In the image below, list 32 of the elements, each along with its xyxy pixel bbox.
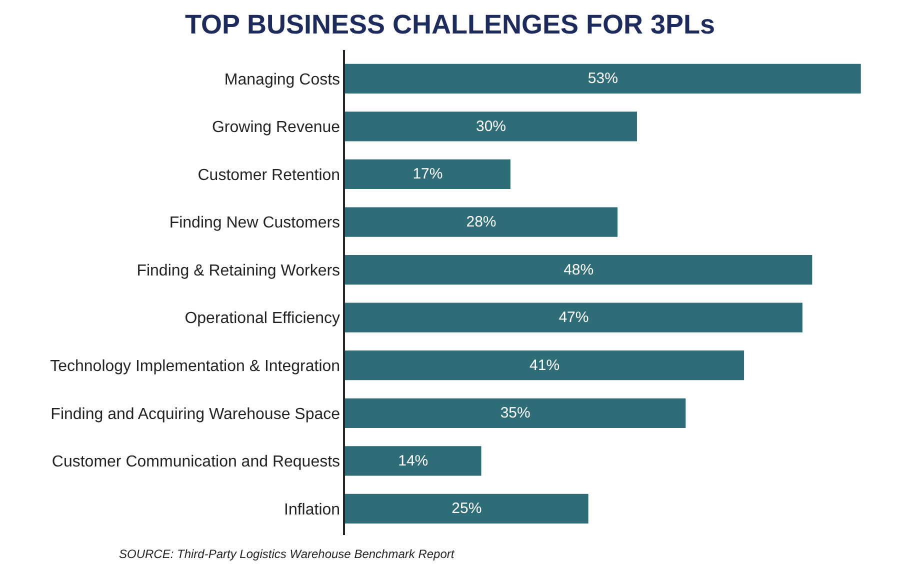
y-tick-label: Customer Communication and Requests <box>52 454 340 471</box>
data-label: 28% <box>466 214 496 231</box>
bar <box>345 350 744 380</box>
bar <box>345 254 812 285</box>
y-tick-label: Inflation <box>284 501 340 518</box>
y-tick-label: Technology Implementation & Integration <box>50 358 340 375</box>
bar <box>345 446 482 476</box>
y-tick-label: Growing Revenue <box>212 119 340 136</box>
bar <box>345 159 510 190</box>
bar <box>345 64 861 94</box>
data-label: 53% <box>588 70 618 88</box>
y-tick-label: Finding & Retaining Workers <box>136 262 340 280</box>
data-label: 41% <box>530 356 560 374</box>
y-tick-label: Operational Efficiency <box>184 310 340 328</box>
y-tick-label: Finding and Acquiring Warehouse Space <box>50 406 340 423</box>
source-note: SOURCE: Third-Party Logistics Warehouse Benchmark Report <box>119 547 455 561</box>
data-label: 14% <box>398 452 428 470</box>
bar <box>345 207 618 237</box>
bar <box>345 302 802 332</box>
data-label: 30% <box>476 118 506 135</box>
bar <box>345 398 686 428</box>
data-label: 17% <box>412 166 443 183</box>
y-tick-label: Finding New Customers <box>169 214 340 232</box>
bar <box>345 112 637 142</box>
data-label: 35% <box>500 404 530 422</box>
data-label: 48% <box>564 261 594 278</box>
y-tick-label: Managing Costs <box>224 71 340 88</box>
y-tick-label: Customer Retention <box>198 166 340 184</box>
data-label: 47% <box>558 309 589 326</box>
chart-title: TOP BUSINESS CHALLENGES FOR 3PLs <box>184 9 716 40</box>
bar <box>345 494 588 524</box>
data-label: 25% <box>452 500 482 518</box>
